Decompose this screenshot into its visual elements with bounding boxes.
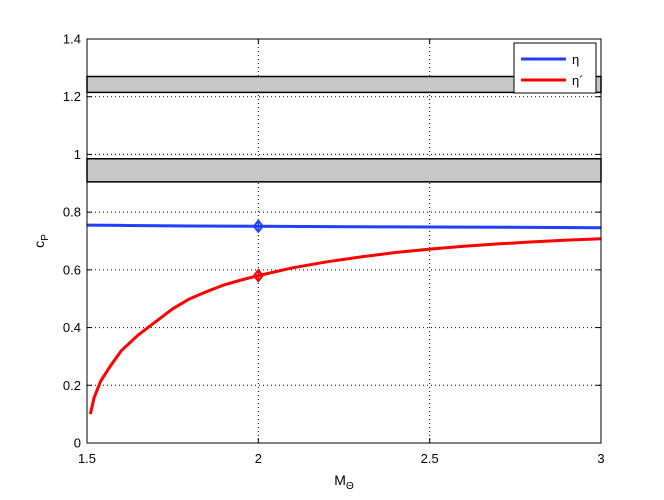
series-line-0 <box>86 223 602 230</box>
y-tick-label-4: 0.8 <box>63 205 81 220</box>
x-tick-label-3: 3 <box>597 451 604 466</box>
plot-frame <box>86 38 602 444</box>
legend-label-eta-prime: η´ <box>572 73 584 88</box>
legend-box <box>513 42 597 94</box>
marker-diamond-0 <box>252 219 265 234</box>
y-tick-label-7: 1.4 <box>63 32 81 47</box>
grid <box>87 39 601 443</box>
y-tick-label-0: 0 <box>74 436 81 451</box>
series-markers <box>252 219 265 283</box>
x-tick-label-1: 2 <box>255 451 262 466</box>
legend-label-eta: η <box>572 52 579 67</box>
axis-ticks: 1.5 2 2.5 3 0 0.2 0.4 0.6 0.8 1 1.2 1.4 <box>63 32 605 467</box>
y-tick-label-6: 1.2 <box>63 89 81 104</box>
y-tick-label-2: 0.4 <box>63 320 81 335</box>
x-tick-label-2: 2.5 <box>421 451 439 466</box>
band-1 <box>86 158 602 183</box>
x-tick-label-0: 1.5 <box>78 451 96 466</box>
y-axis-title: cP <box>31 234 51 248</box>
legend: η η´ <box>513 42 597 94</box>
plot-area <box>87 39 601 443</box>
y-tick-label-5: 1 <box>74 147 81 162</box>
x-axis-title: MΘ <box>334 472 354 492</box>
marker-diamond-1 <box>252 268 265 283</box>
series-line-1 <box>88 237 602 415</box>
series-lines <box>86 223 602 415</box>
y-tick-label-1: 0.2 <box>63 378 81 393</box>
y-tick-label-3: 0.6 <box>63 262 81 277</box>
